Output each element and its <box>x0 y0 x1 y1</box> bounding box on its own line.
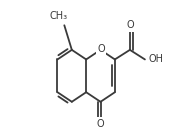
Text: O: O <box>97 44 105 54</box>
Text: O: O <box>126 20 134 30</box>
Text: CH₃: CH₃ <box>50 11 68 21</box>
Text: OH: OH <box>148 54 163 64</box>
Text: O: O <box>97 119 104 129</box>
